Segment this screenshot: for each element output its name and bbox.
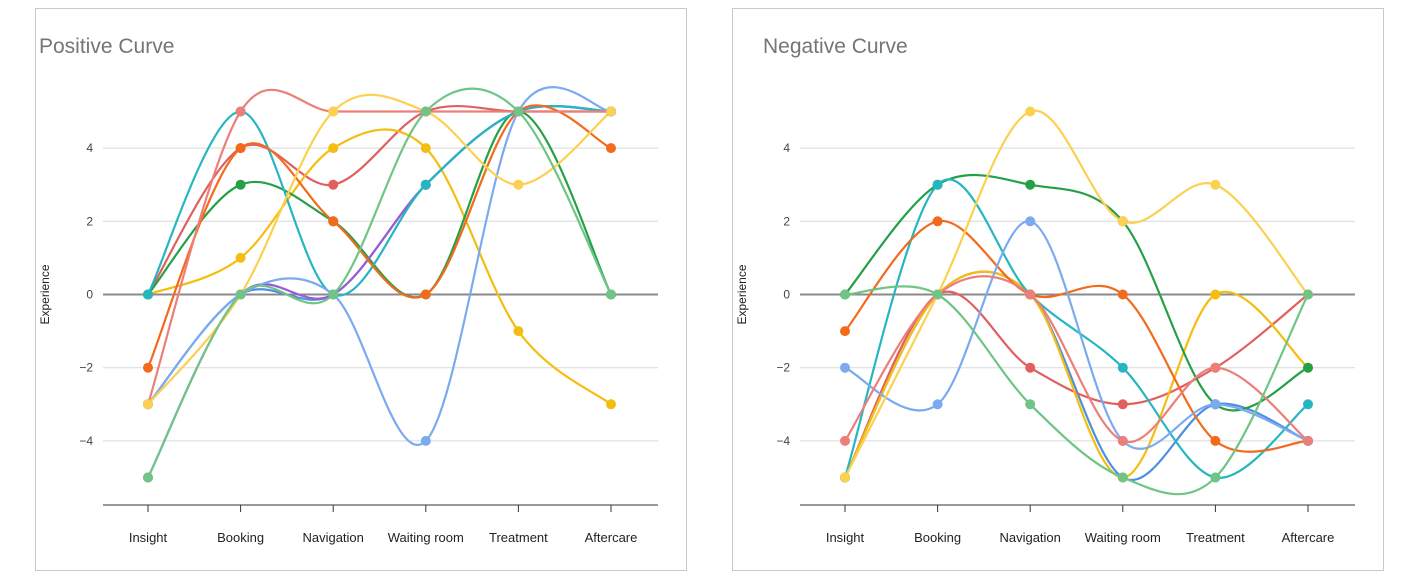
data-point <box>1025 289 1036 300</box>
data-point <box>1117 362 1128 373</box>
data-point <box>1117 435 1128 446</box>
data-point <box>513 326 524 337</box>
data-point <box>420 143 431 154</box>
positive-curve-panel: Positive Curve Experience −4 −2 0 2 4 Insight B… <box>35 8 687 571</box>
series-line <box>844 275 1309 444</box>
series-points <box>143 106 616 483</box>
data-point <box>328 216 339 227</box>
series-line <box>844 109 1309 478</box>
data-point <box>1210 362 1221 373</box>
data-point <box>606 289 616 300</box>
data-point <box>1210 399 1221 410</box>
data-point <box>1303 435 1313 446</box>
data-point <box>143 399 153 410</box>
data-point <box>235 289 246 300</box>
data-point <box>143 362 153 373</box>
data-point <box>932 289 943 300</box>
data-point <box>235 179 246 190</box>
data-point <box>1210 472 1221 483</box>
x-tick-label: Treatment <box>1186 530 1245 545</box>
data-point <box>143 472 153 483</box>
data-point <box>1025 399 1036 410</box>
data-point <box>1025 362 1036 373</box>
data-point <box>606 399 616 410</box>
chart-title: Positive Curve <box>39 35 175 58</box>
series-lines <box>146 86 612 478</box>
data-point <box>1025 106 1036 117</box>
data-point <box>840 362 850 373</box>
data-point <box>328 143 339 154</box>
data-point <box>420 289 431 300</box>
data-point <box>932 179 943 190</box>
y-axis-label: Experience <box>38 264 52 324</box>
x-tick-label: Waiting room <box>1085 530 1161 545</box>
data-point <box>840 326 850 337</box>
data-point <box>606 106 616 117</box>
chart-title: Negative Curve <box>763 35 908 58</box>
data-point <box>420 435 431 446</box>
data-point <box>840 289 850 300</box>
data-point <box>235 143 246 154</box>
y-tick-label: −4 <box>79 434 93 448</box>
data-point <box>1117 472 1128 483</box>
y-tick-label: 0 <box>86 288 93 302</box>
data-point <box>420 106 431 117</box>
series-line <box>147 93 612 406</box>
series-line <box>844 220 1309 453</box>
x-tick-label: Navigation <box>302 530 363 545</box>
y-tick-label: −2 <box>776 361 790 375</box>
data-point <box>235 252 246 263</box>
y-tick-label: 4 <box>783 141 790 155</box>
x-tick-label: Booking <box>914 530 961 545</box>
x-tick-label: Insight <box>129 530 168 545</box>
data-point <box>1303 399 1313 410</box>
data-point <box>1210 289 1221 300</box>
x-tick-label: Treatment <box>489 530 548 545</box>
y-tick-label: 2 <box>86 214 93 228</box>
data-point <box>840 435 850 446</box>
data-point <box>328 289 339 300</box>
data-point <box>840 472 850 483</box>
negative-curve-panel: Negative Curve Experience −4 −2 0 2 4 Insight B… <box>732 8 1384 571</box>
data-point <box>420 179 431 190</box>
x-tick-label: Booking <box>217 530 264 545</box>
y-tick-label: 0 <box>783 288 790 302</box>
series-points <box>840 106 1313 483</box>
data-point <box>932 216 943 227</box>
data-point <box>1117 216 1128 227</box>
series-line <box>147 86 612 446</box>
data-point <box>143 289 153 300</box>
x-tick-label: Navigation <box>999 530 1060 545</box>
data-point <box>1117 399 1128 410</box>
x-tick-label: Aftercare <box>585 530 638 545</box>
x-tick-label: Insight <box>826 530 865 545</box>
data-point <box>1303 362 1313 373</box>
data-point <box>513 179 524 190</box>
data-point <box>1210 435 1221 446</box>
y-tick-label: −4 <box>776 434 790 448</box>
series-line <box>844 173 1309 412</box>
data-point <box>1303 289 1313 300</box>
data-point <box>1210 179 1221 190</box>
series-line <box>147 87 612 478</box>
y-tick-label: 4 <box>86 141 93 155</box>
data-point <box>606 143 616 154</box>
x-tick-label: Waiting room <box>388 530 464 545</box>
data-point <box>932 399 943 410</box>
data-point <box>1117 289 1128 300</box>
x-tick-label: Aftercare <box>1282 530 1335 545</box>
y-tick-label: −2 <box>79 361 93 375</box>
data-point <box>235 106 246 117</box>
positive-curve-chart: Experience −4 −2 0 2 4 Insight Booking Navigatio… <box>38 86 658 545</box>
data-point <box>1025 216 1036 227</box>
y-tick-label: 2 <box>783 214 790 228</box>
data-point <box>513 106 524 117</box>
y-axis-label: Experience <box>735 264 749 324</box>
series-lines <box>843 109 1309 496</box>
data-point <box>328 106 339 117</box>
series-line <box>844 220 1309 450</box>
data-point <box>1025 179 1036 190</box>
negative-curve-chart: Experience −4 −2 0 2 4 Insight Booking Navigatio… <box>735 106 1355 545</box>
data-point <box>328 179 339 190</box>
